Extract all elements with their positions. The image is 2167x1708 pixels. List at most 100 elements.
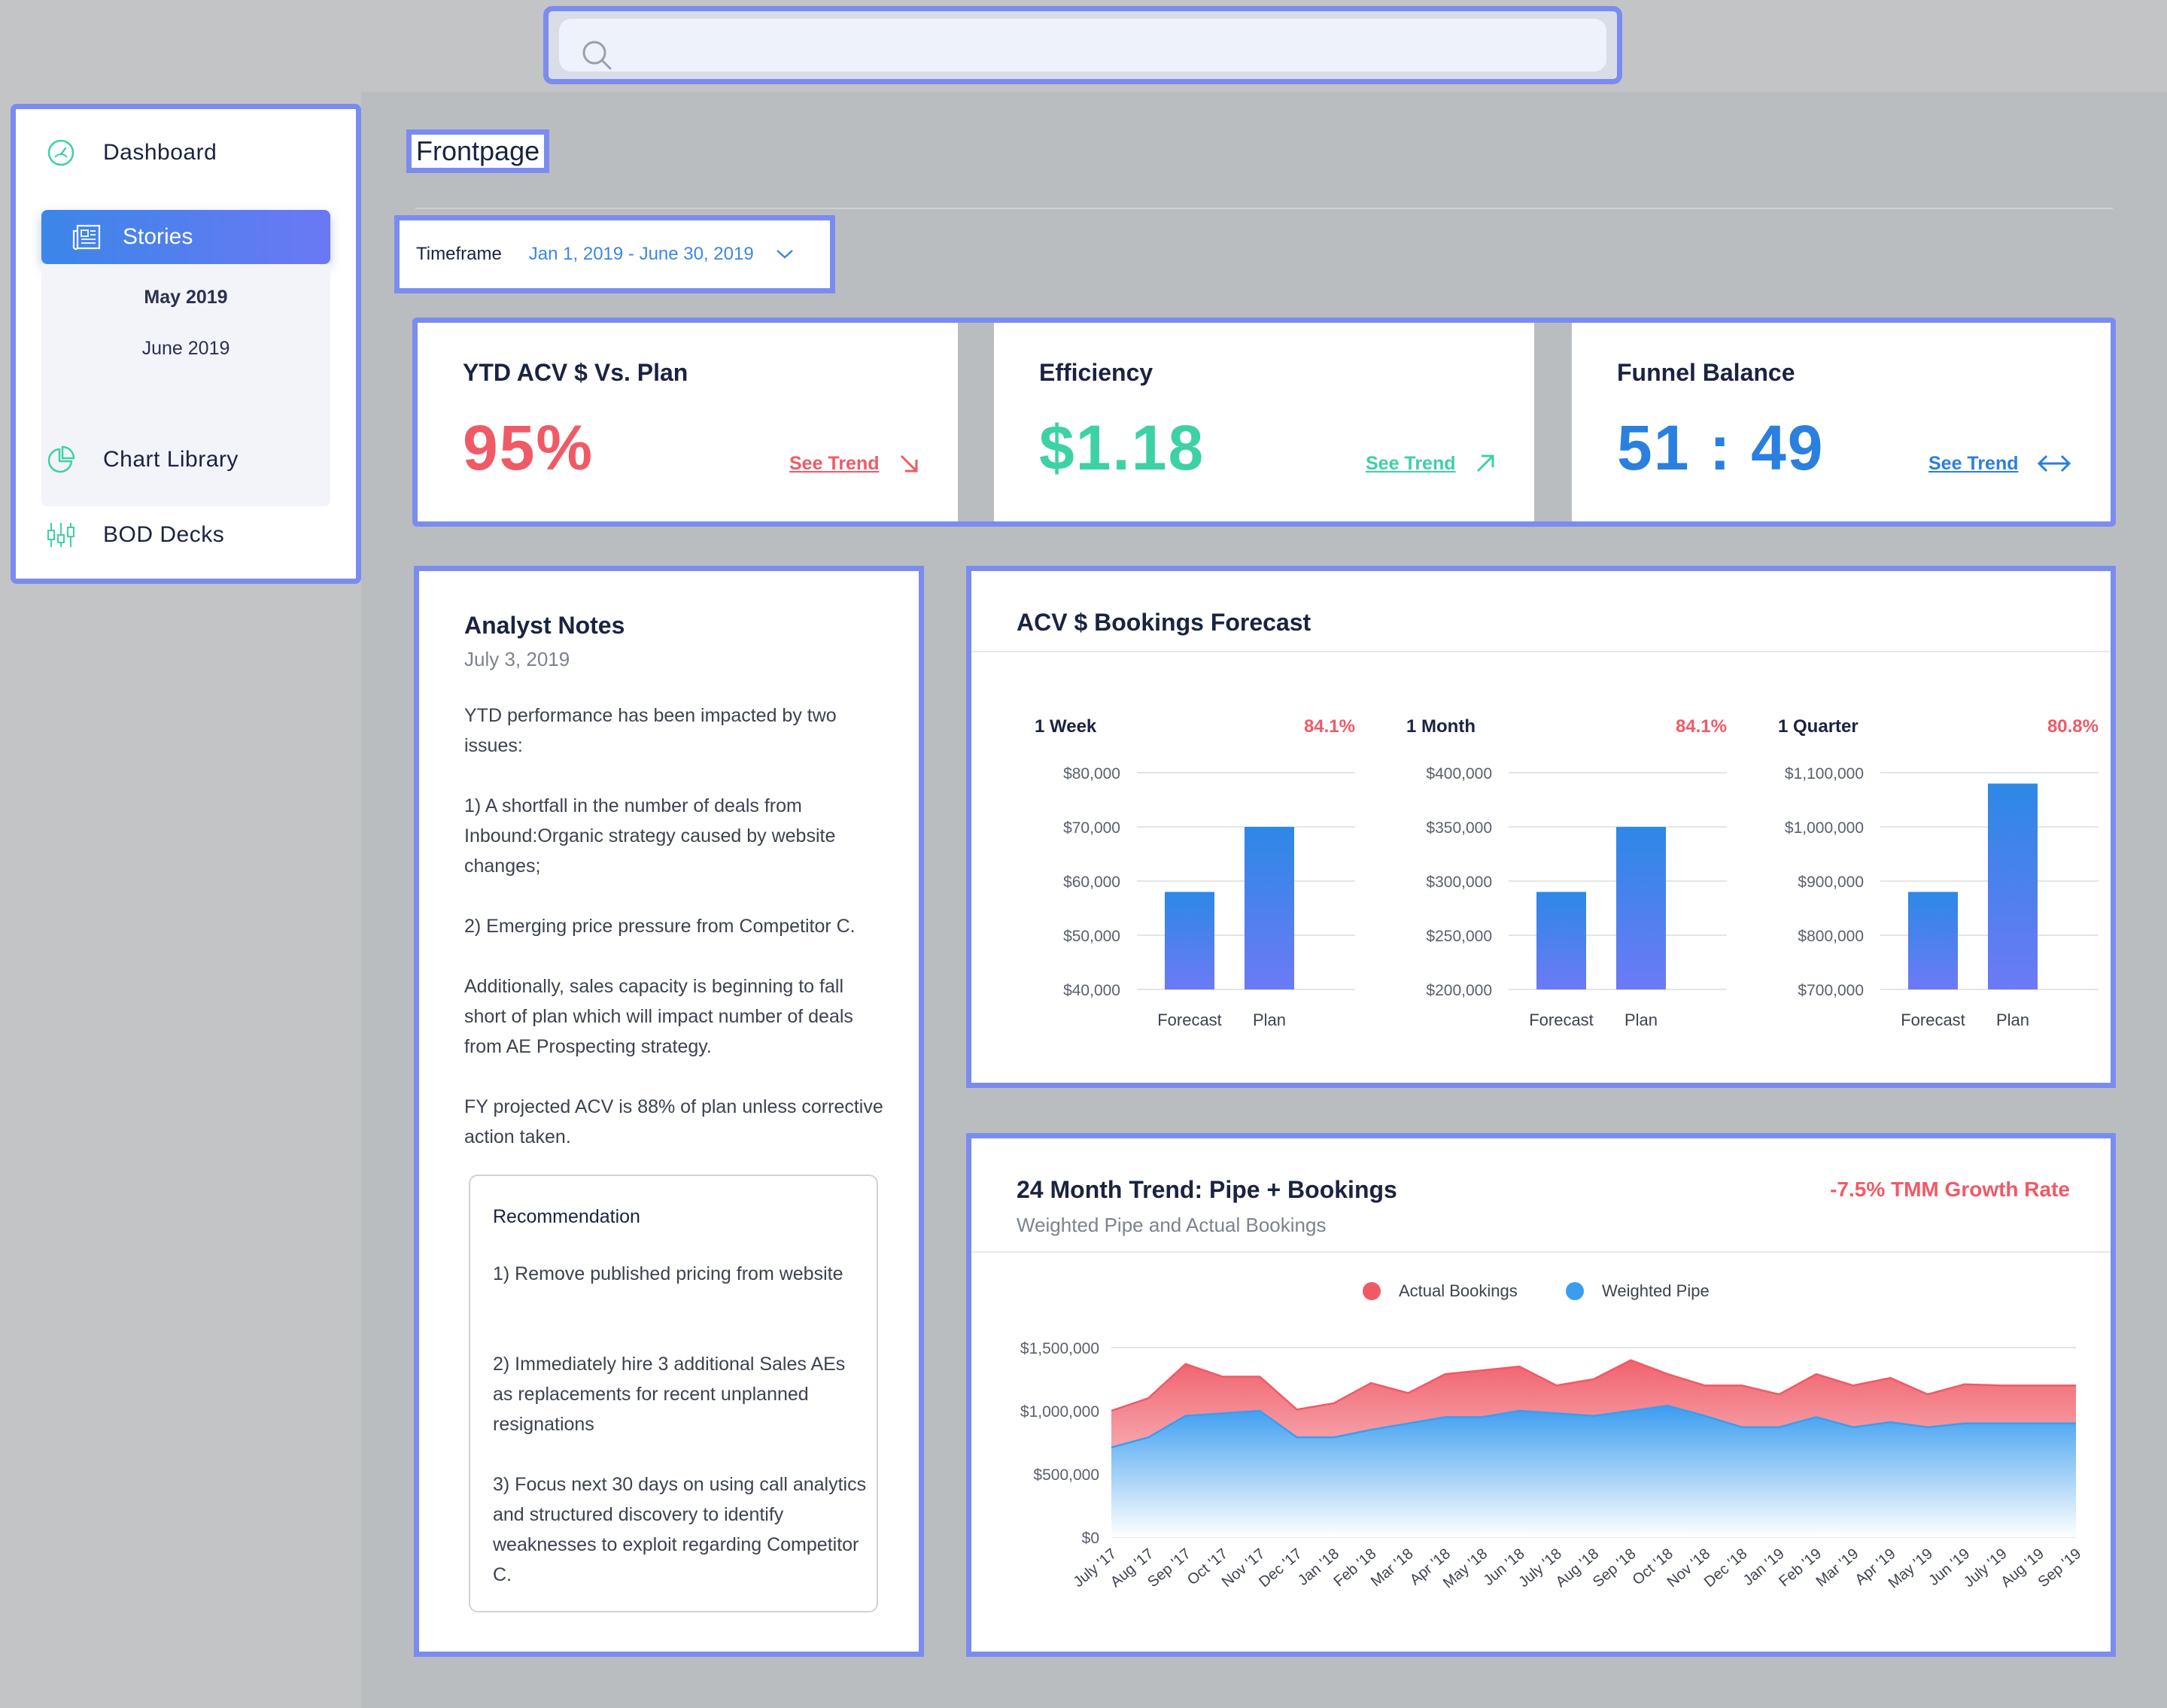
- growth-rate-label: -7.5% TMM Growth Rate: [1830, 1178, 2070, 1201]
- recommendation-item: 1) Remove published pricing from website: [493, 1263, 843, 1284]
- recommendation-box: Recommendation 1) Remove published prici…: [469, 1175, 878, 1612]
- y-tick-label: $400,000: [1426, 765, 1492, 783]
- kpi-card-ytd-acv: YTD ACV $ Vs. Plan 95% See Trend: [418, 323, 958, 521]
- recommendation-item: 3) Focus next 30 days on using call anal…: [493, 1474, 867, 1585]
- sidebar-item-label: Dashboard: [103, 140, 217, 165]
- notes-paragraph: FY projected ACV is 88% of plan unless c…: [464, 1096, 883, 1147]
- kpi-card-efficiency: Efficiency $1.18 See Trend: [994, 323, 1534, 521]
- sidebar-item-chart-library[interactable]: Chart Library: [46, 445, 239, 475]
- x-tick-label: Sep '18: [1590, 1545, 1640, 1591]
- y-tick-label: $200,000: [1426, 982, 1492, 999]
- arrow-left-right-icon: [2037, 454, 2071, 473]
- x-tick-label: Plan: [1253, 1011, 1286, 1029]
- card-divider: [971, 651, 2111, 652]
- title-divider: [415, 208, 2113, 209]
- chart-title: 1 Quarter: [1778, 716, 1859, 737]
- forecast-bar-charts: 1 Week 84.1% $80,000 $70,000 $60,000 $50,000 $…: [1035, 716, 2099, 1029]
- sidebar-item-bod-decks[interactable]: BOD Decks: [46, 520, 224, 550]
- x-tick-label: Plan: [1624, 1011, 1658, 1029]
- notes-paragraph: Additionally, sales capacity is beginnin…: [464, 976, 853, 1057]
- submenu-item-may-2019[interactable]: May 2019: [144, 287, 228, 308]
- x-tick-label: Dec '17: [1256, 1545, 1305, 1591]
- bar-plan[interactable]: [1245, 827, 1294, 989]
- see-trend-link[interactable]: See Trend: [1366, 452, 1497, 475]
- search-box: [559, 19, 1606, 71]
- series-area-weighted-pipe: [1111, 1406, 2076, 1537]
- y-tick-label: $1,500,000: [1020, 1340, 1099, 1357]
- chart-percent-label: 84.1%: [1304, 716, 1355, 737]
- legend-label: Actual Bookings: [1399, 1281, 1518, 1300]
- notes-paragraph: 1) A shortfall in the number of deals fr…: [464, 795, 836, 877]
- y-tick-label: $250,000: [1426, 928, 1492, 945]
- acv-bookings-forecast-card: ACV $ Bookings Forecast 1 Week 84.1% $80,0…: [966, 566, 2116, 1088]
- timeframe-value[interactable]: Jan 1, 2019 - June 30, 2019: [528, 244, 754, 264]
- notes-paragraph: 2) Emerging price pressure from Competit…: [464, 916, 856, 937]
- submenu-item-june-2019[interactable]: June 2019: [141, 338, 230, 359]
- kpi-card-funnel-balance: Funnel Balance 51 : 49 See Trend: [1572, 323, 2111, 521]
- arrow-up-right-icon: [1476, 454, 1494, 473]
- x-tick-label: Mar '18: [1368, 1545, 1417, 1590]
- pie-chart-icon: [47, 445, 75, 473]
- sidebar-item-label: Chart Library: [103, 447, 239, 472]
- legend-item-weighted-pipe[interactable]: Weighted Pipe: [1566, 1281, 1710, 1301]
- chart-percent-label: 80.8%: [2047, 716, 2099, 737]
- kpi-title: Efficiency: [1039, 359, 1153, 386]
- x-tick-label: Forecast: [1529, 1011, 1594, 1029]
- sidebar-item-label: BOD Decks: [103, 522, 225, 547]
- chart-title: 1 Week: [1035, 716, 1097, 737]
- kpi-value: 51 : 49: [1617, 412, 1825, 483]
- card-divider: [971, 1251, 2111, 1253]
- bar-plan[interactable]: [1616, 827, 1666, 989]
- chevron-down-icon[interactable]: [775, 248, 795, 260]
- x-tick-label: Dec '18: [1701, 1545, 1751, 1591]
- bar-forecast[interactable]: [1165, 892, 1214, 989]
- search-input[interactable]: [627, 29, 1591, 61]
- y-tick-label: $1,000,000: [1020, 1403, 1099, 1421]
- page-title: Frontpage: [406, 129, 550, 173]
- legend-label: Weighted Pipe: [1602, 1281, 1710, 1300]
- see-trend-label: See Trend: [1928, 452, 2019, 474]
- y-tick-label: $500,000: [1033, 1466, 1099, 1484]
- sidebar-item-label: Stories: [123, 224, 193, 249]
- sidebar-item-dashboard[interactable]: Dashboard: [46, 138, 217, 168]
- bar-forecast[interactable]: [1908, 892, 1958, 989]
- sidebar: Dashboard Stories May 2019 June 2019 Cha…: [11, 104, 361, 584]
- 24-month-trend-card: 24 Month Trend: Pipe + Bookings -7.5% TM…: [966, 1133, 2116, 1657]
- y-tick-label: $300,000: [1426, 874, 1492, 891]
- x-tick-label: Forecast: [1901, 1011, 1965, 1029]
- y-tick-label: $1,000,000: [1785, 819, 1864, 837]
- sidebar-item-stories[interactable]: Stories: [41, 210, 330, 264]
- timeframe-selector[interactable]: Timeframe Jan 1, 2019 - June 30, 2019: [394, 215, 835, 293]
- y-tick-label: $900,000: [1798, 874, 1864, 891]
- newspaper-icon: [72, 224, 101, 250]
- y-tick-label: $70,000: [1063, 819, 1120, 837]
- search-bar: [543, 6, 1622, 84]
- x-tick-label: Plan: [1996, 1011, 2029, 1029]
- see-trend-label: See Trend: [789, 452, 880, 474]
- series-line: [1111, 1405, 2076, 1448]
- y-tick-label: $350,000: [1426, 819, 1492, 837]
- legend-item-actual-bookings[interactable]: Actual Bookings: [1363, 1281, 1518, 1301]
- series-line: [1111, 1359, 2076, 1412]
- y-tick-label: $50,000: [1063, 928, 1120, 945]
- analyst-notes-card: Analyst Notes July 3, 2019 YTD performan…: [414, 566, 924, 1657]
- x-tick-label: Sep '17: [1144, 1545, 1194, 1591]
- trend-title: 24 Month Trend: Pipe + Bookings: [1017, 1176, 1397, 1203]
- x-tick-label: Sep '19: [2035, 1545, 2085, 1591]
- kpi-value: $1.18: [1039, 412, 1205, 483]
- x-tick-label: Forecast: [1157, 1011, 1222, 1029]
- y-tick-label: $1,100,000: [1785, 765, 1864, 783]
- y-tick-label: $60,000: [1063, 874, 1120, 891]
- y-tick-label: $40,000: [1063, 982, 1120, 999]
- timeframe-label: Timeframe: [416, 244, 502, 264]
- stories-submenu: May 2019 June 2019: [41, 264, 330, 506]
- bar-forecast[interactable]: [1536, 892, 1586, 989]
- kpi-value: 95%: [463, 412, 594, 483]
- bar-plan[interactable]: [1988, 783, 2038, 989]
- recommendation-title: Recommendation: [493, 1206, 640, 1227]
- legend-dot: [1566, 1282, 1584, 1300]
- forecast-chart-1: 1 Month 84.1% $400,000 $350,000 $300,000 $250…: [1406, 716, 1727, 1029]
- see-trend-link[interactable]: See Trend: [789, 452, 920, 475]
- see-trend-link[interactable]: See Trend: [1928, 452, 2071, 475]
